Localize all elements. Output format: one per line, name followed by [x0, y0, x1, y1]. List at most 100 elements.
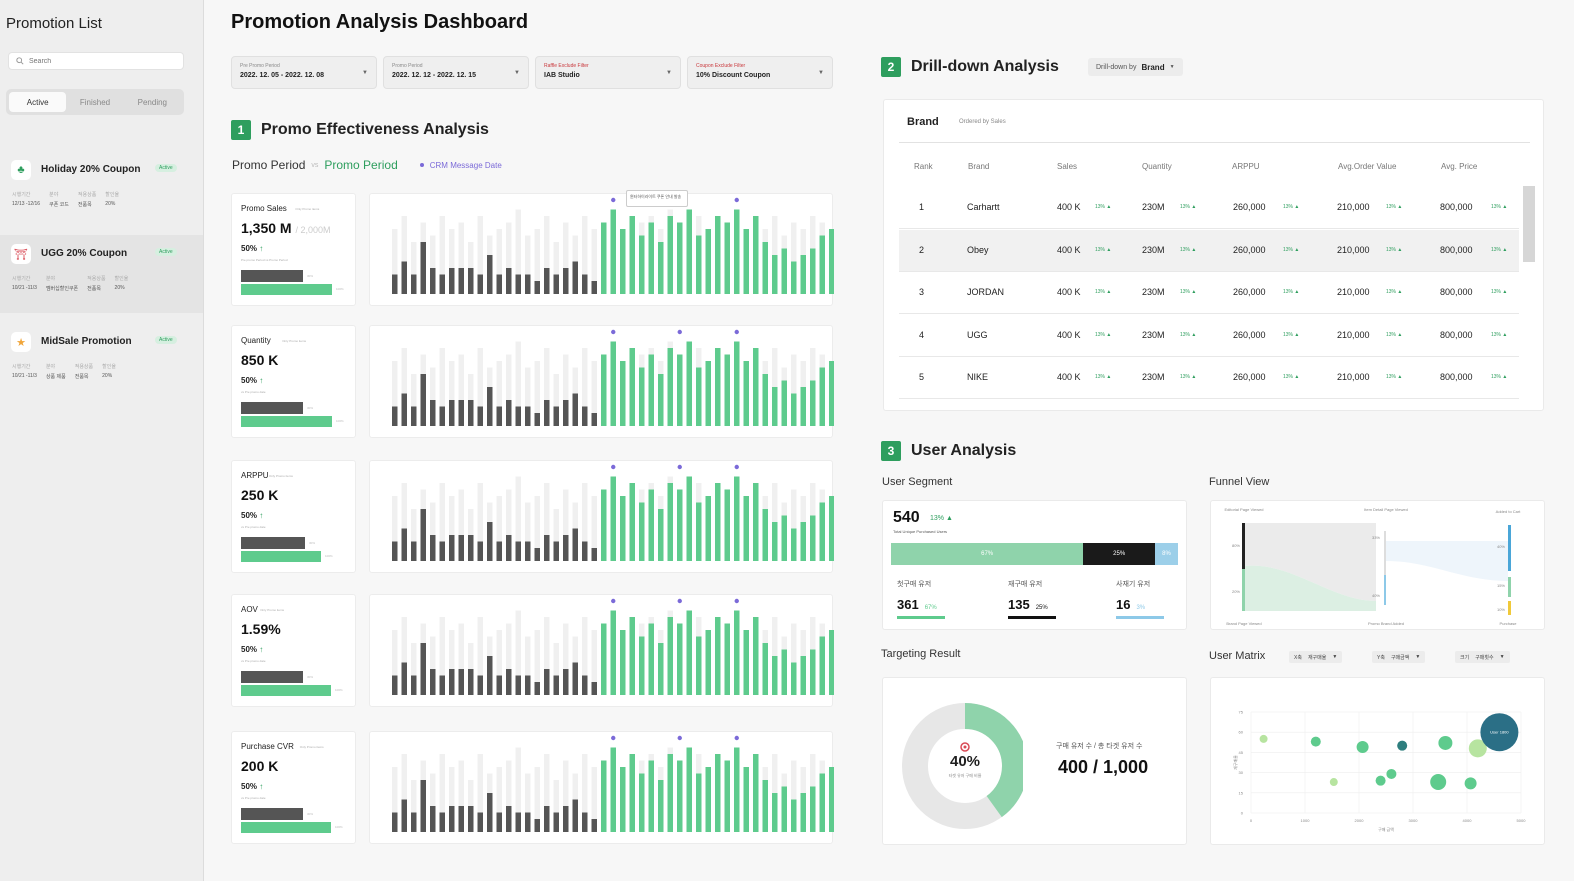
promo-period-bar [667, 348, 673, 426]
meta-header: 분야 [49, 192, 59, 198]
size-select[interactable]: 크기 구매횟수 ▼ [1455, 651, 1510, 663]
col-arppu[interactable]: ARPPU [1232, 162, 1260, 171]
table-row[interactable]: 5 NIKE 400 K 230M 260,000 210,000 800,000 13% ▲… [899, 357, 1519, 399]
table-row[interactable]: 3 JORDAN 400 K 230M 260,000 210,000 800,000 13%… [899, 272, 1519, 314]
promo-list-item[interactable]: ★ MidSale Promotion Active 시행기간 10/21 -11/3 분… [0, 323, 203, 401]
y-axis-select[interactable]: Y축 구매금액 ▼ [1372, 651, 1426, 663]
crm-marker[interactable] [677, 464, 682, 470]
crm-marker[interactable] [611, 598, 616, 604]
funnel-stage-bar [1508, 577, 1511, 597]
meta-value: 20% [105, 201, 116, 207]
col-rank[interactable]: Rank [914, 162, 933, 171]
table-row[interactable]: 2 Obey 400 K 230M 260,000 210,000 800,000 13% ▲… [899, 229, 1519, 272]
crm-marker[interactable] [611, 197, 616, 203]
pre-period-bar [449, 535, 455, 561]
funnel-stage-label: Added to Cart [1496, 509, 1522, 514]
pre-promo-period-filter[interactable]: Pre Promo Period 2022. 12. 05 - 2022. 12… [231, 56, 377, 89]
tab-active[interactable]: Active [9, 92, 67, 112]
pre-period-bar [477, 812, 483, 832]
metric-change: 50% ↑ [241, 511, 263, 520]
pre-period-bar [591, 281, 597, 294]
search-box[interactable] [8, 52, 184, 70]
table-scrollbar[interactable] [1523, 186, 1535, 262]
matrix-bubble[interactable] [1468, 739, 1487, 758]
metric-change-value: 50% [241, 244, 258, 253]
background-bar [477, 216, 483, 294]
status-badge: Active [155, 248, 177, 256]
x-tick-label: 2000 [1355, 818, 1365, 823]
meta-col: 적용상품 전품목 [87, 275, 105, 292]
background-bar [544, 483, 550, 561]
crm-marker[interactable] [734, 735, 739, 741]
table-row[interactable]: 4 UGG 400 K 230M 260,000 210,000 800,000 13% ▲ 1… [899, 315, 1519, 357]
metric-name: Purchase CVR [241, 742, 294, 751]
cell-sales: 400 K [1057, 287, 1081, 297]
coupon-exclude-filter[interactable]: Coupon Exclude Filter 10% Discount Coupo… [687, 56, 833, 89]
meta-col: 분야 상품 제품 [46, 363, 66, 380]
matrix-bubble[interactable] [1397, 740, 1408, 751]
crm-marker[interactable] [611, 464, 616, 470]
promo-list-item[interactable]: ⛩ UGG 20% Coupon Active 시행기간 10/21 -11/3 분야 멤버… [0, 235, 203, 313]
col-quantity[interactable]: Quantity [1142, 162, 1172, 171]
promo-period-bar [658, 509, 664, 561]
background-bar [553, 242, 559, 294]
crm-marker[interactable] [677, 735, 682, 741]
matrix-bubble[interactable] [1329, 778, 1338, 787]
crm-marker[interactable] [677, 598, 682, 604]
crm-marker[interactable] [611, 735, 616, 741]
filter-label: Promo Period [392, 63, 423, 69]
promo-period-bar [753, 483, 759, 561]
pre-period-bar [534, 548, 540, 561]
promo-period-filter[interactable]: Promo Period 2022. 12. 12 - 2022. 12. 15… [383, 56, 529, 89]
select-value: 구매횟수 [1475, 654, 1494, 661]
drilldown-by-select[interactable]: Drill-down by Brand ▼ [1088, 58, 1183, 76]
col-sales[interactable]: Sales [1057, 162, 1078, 171]
x-axis-select[interactable]: X축 재구매율 ▼ [1289, 651, 1343, 663]
promo-period-bar [705, 630, 711, 695]
pre-period-bar [241, 808, 303, 820]
segment-col-value: 16 [1116, 597, 1131, 612]
matrix-bubble[interactable] [1480, 713, 1519, 752]
matrix-bubble[interactable] [1310, 736, 1321, 747]
crm-marker[interactable] [611, 329, 616, 335]
background-bar [392, 496, 398, 561]
matrix-bubble[interactable] [1375, 775, 1386, 786]
metric-bar-chart [369, 594, 834, 707]
promo-period-bar [648, 354, 654, 426]
matrix-bubble[interactable] [1438, 735, 1453, 750]
promo-period-bar [601, 354, 607, 426]
raffle-exclude-filter[interactable]: Raffle Exclude Filter IAB Studio ▼ [535, 56, 681, 89]
tab-finished[interactable]: Finished [79, 97, 111, 107]
table-row[interactable]: 1 Carhartt 400 K 230M 260,000 210,000 800,000 1… [899, 187, 1519, 229]
promo-list-item[interactable]: ♣ Holiday 20% Coupon Active 시행기간 12/13 -12/1… [0, 151, 203, 229]
pre-period-bar [477, 541, 483, 561]
tab-pending[interactable]: Pending [137, 97, 167, 107]
crm-marker[interactable] [734, 197, 739, 203]
pre-period-bar [241, 402, 303, 414]
promo-period-bar [705, 229, 711, 294]
promo-period-bar [610, 747, 616, 832]
matrix-bubble[interactable] [1356, 741, 1369, 754]
col-brand[interactable]: Brand [968, 162, 990, 171]
crm-marker[interactable] [734, 598, 739, 604]
background-bar [401, 483, 407, 561]
pre-period-bar [553, 541, 559, 561]
matrix-bubble[interactable] [1464, 777, 1477, 790]
pre-period-bar [544, 806, 550, 832]
period-legend: Promo Period vs Promo Period CRM Message… [232, 158, 502, 172]
crm-marker[interactable] [734, 329, 739, 335]
search-input[interactable] [29, 55, 177, 67]
matrix-bubble[interactable] [1259, 734, 1268, 743]
col-aov[interactable]: Avg.Order Value [1338, 162, 1397, 171]
segment-bar-part: 8% [1155, 543, 1178, 565]
crm-marker[interactable] [734, 464, 739, 470]
col-avg-price[interactable]: Avg. Price [1441, 162, 1478, 171]
crm-marker[interactable] [677, 329, 682, 335]
pre-period-bar [392, 541, 398, 561]
target-icon [960, 742, 970, 752]
pre-period-bar [487, 656, 493, 695]
background-bar [553, 374, 559, 426]
matrix-bubble[interactable] [1430, 774, 1447, 791]
promo-period-bar [762, 643, 768, 695]
matrix-bubble[interactable] [1386, 768, 1397, 779]
